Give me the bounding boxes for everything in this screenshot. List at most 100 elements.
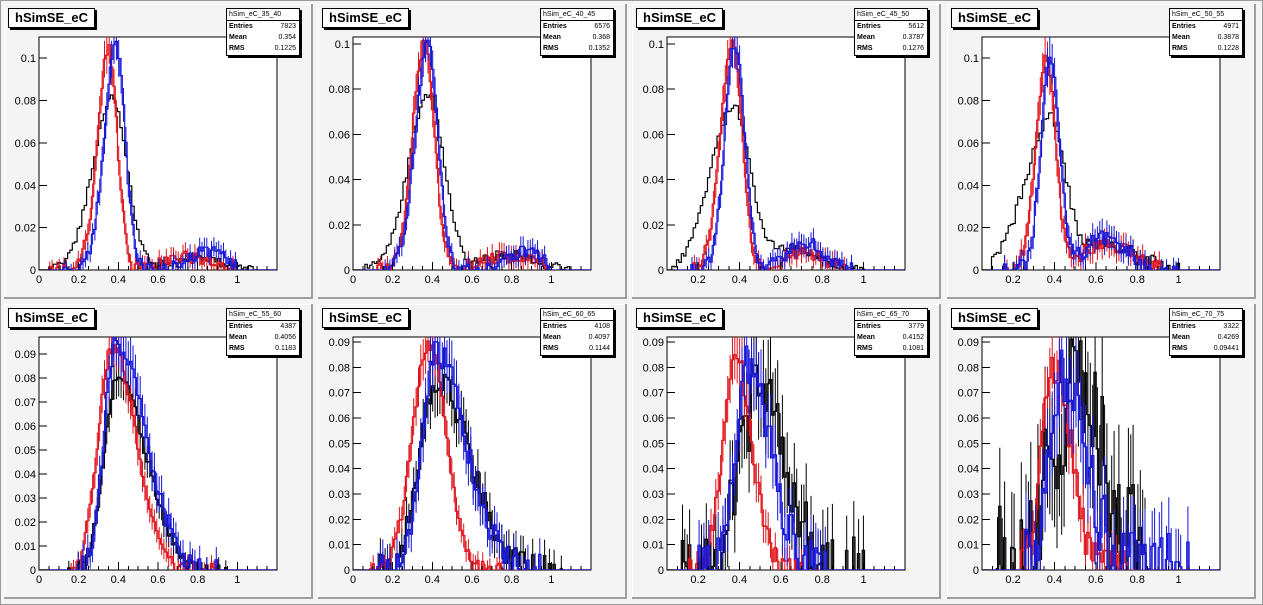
stats-row-mean: Mean 0.354 <box>227 32 299 43</box>
x-tick-label: 0.4 <box>111 574 126 586</box>
histogram-title: hSimSE_eC <box>951 308 1038 328</box>
x-tick-label: 0.8 <box>815 574 830 586</box>
stats-histogram-name: hSim_eC_60_65 <box>541 309 613 321</box>
histogram-pad: 0 0.2 0.4 0.6 0.8 1 0 0.01 0.02 0.03 0.04 0.05 0.06 0… <box>318 304 627 599</box>
x-tick-label: 0.8 <box>190 574 205 586</box>
stats-value-entries: 7823 <box>280 23 296 30</box>
stats-value-entries: 6576 <box>594 23 610 30</box>
x-tick-label: 0.2 <box>690 574 705 586</box>
y-tick-label: 0.06 <box>329 129 350 141</box>
x-tick-label: 0.6 <box>150 274 165 286</box>
y-tick-label: 0.05 <box>329 438 350 450</box>
stats-label-entries: Entries <box>229 323 253 330</box>
x-tick-label: 0.4 <box>111 274 126 286</box>
stats-label-entries: Entries <box>857 323 881 330</box>
y-tick-label: 0.09 <box>958 337 979 349</box>
histogram-pad: 0 0.2 0.4 0.6 0.8 1 0 0.02 0.04 0.06 0.08 0.1 hSimSE… <box>4 4 313 299</box>
x-tick-label: 1 <box>234 574 240 586</box>
y-tick-label: 0 <box>658 265 664 277</box>
x-tick-label: 0.8 <box>815 274 830 286</box>
x-tick-label: 0.6 <box>1088 574 1103 586</box>
stats-value-mean: 0.4152 <box>902 334 924 341</box>
histogram-title: hSimSE_eC <box>8 8 95 28</box>
y-tick-label: 0.1 <box>21 53 36 65</box>
stats-row-entries: Entries 5612 <box>855 21 927 32</box>
x-tick-label: 0.6 <box>773 574 788 586</box>
y-tick-label: 0.02 <box>958 514 979 526</box>
stats-value-rms: 0.1352 <box>588 45 610 52</box>
x-tick-label: 0.4 <box>732 574 747 586</box>
histogram-series-black <box>39 94 277 270</box>
y-tick-label: 0.07 <box>643 388 664 400</box>
y-tick-label: 0.06 <box>958 413 979 425</box>
x-tick-label: 0 <box>350 274 356 286</box>
histogram-pad: 0.2 0.4 0.6 0.8 1 0 0.02 0.04 0.06 0.08 0.1 hSimSE_… <box>947 4 1256 299</box>
y-tick-label: 0.06 <box>643 413 664 425</box>
y-tick-label: 0.06 <box>15 421 36 433</box>
stats-value-rms: 0.1144 <box>589 345 610 352</box>
stats-histogram-name: hSim_eC_65_70 <box>855 309 927 321</box>
error-bars-blue <box>691 37 852 270</box>
stats-label-rms: RMS <box>1172 345 1188 352</box>
x-tick-label: 0.2 <box>690 274 705 286</box>
x-tick-label: 0 <box>36 274 42 286</box>
stats-label-entries: Entries <box>857 23 881 30</box>
x-tick-label: 1 <box>234 274 240 286</box>
y-tick-label: 0.06 <box>15 138 36 150</box>
y-tick-label: 0.08 <box>329 84 350 96</box>
y-tick-label: 0.08 <box>15 373 36 385</box>
y-tick-label: 0 <box>30 565 36 577</box>
y-tick-label: 0.08 <box>329 362 350 374</box>
x-tick-label: 0.6 <box>150 574 165 586</box>
stats-label-rms: RMS <box>229 45 245 52</box>
stats-value-rms: 0.1276 <box>902 45 924 52</box>
histogram-plot: 0 0.2 0.4 0.6 0.8 1 0 0.01 0.02 0.03 0.04 0.05 0.06 0… <box>15 336 278 586</box>
y-tick-label: 0.08 <box>958 362 979 374</box>
stats-label-mean: Mean <box>1172 334 1190 341</box>
stats-row-rms: RMS 0.09441 <box>1170 343 1242 354</box>
y-tick-label: 0.09 <box>329 337 350 349</box>
histogram-series-blue <box>39 337 277 570</box>
stats-value-entries: 4387 <box>280 323 296 330</box>
stats-value-mean: 0.4269 <box>1217 334 1239 341</box>
stats-row-rms: RMS 0.1225 <box>227 43 299 54</box>
x-tick-label: 0.4 <box>1047 574 1062 586</box>
histogram-plot: 0.2 0.4 0.6 0.8 1 0 0.02 0.04 0.06 0.08 0.1 <box>958 36 1221 286</box>
stats-value-entries: 4108 <box>594 323 610 330</box>
stats-row-entries: Entries 4108 <box>541 321 613 332</box>
histogram-series-blue <box>353 341 591 570</box>
stats-label-mean: Mean <box>543 34 561 41</box>
histogram-series-blue <box>667 48 905 270</box>
stats-label-entries: Entries <box>229 23 253 30</box>
histogram-pad: 0.2 0.4 0.6 0.8 1 0 0.02 0.04 0.06 0.08 0.1 hSimSE_… <box>632 4 941 299</box>
histogram-plot: 0.2 0.4 0.6 0.8 1 0 0.02 0.04 0.06 0.08 0.1 <box>643 36 906 286</box>
x-tick-label: 0.4 <box>425 574 440 586</box>
x-tick-label: 0.2 <box>1005 574 1020 586</box>
stats-box: hSim_eC_40_45 Entries 6576 Mean 0.368 RMS 0.13… <box>540 8 614 56</box>
y-tick-label: 0.02 <box>329 220 350 232</box>
stats-row-mean: Mean 0.4056 <box>227 332 299 343</box>
y-tick-label: 0.02 <box>643 220 664 232</box>
x-tick-label: 0.2 <box>71 274 86 286</box>
histogram-pad: 0 0.2 0.4 0.6 0.8 1 0 0.02 0.04 0.06 0.08 0.1 hSimSE… <box>318 4 627 299</box>
histogram-pad: 0.2 0.4 0.6 0.8 1 0 0.01 0.02 0.03 0.04 0.05 0.06 0.… <box>947 304 1256 599</box>
stats-row-entries: Entries 3322 <box>1170 321 1242 332</box>
x-tick-label: 1 <box>548 274 554 286</box>
histogram-series-blue <box>982 56 1220 270</box>
stats-value-rms: 0.09441 <box>1213 345 1239 352</box>
histogram-series-black <box>982 112 1220 270</box>
stats-row-rms: RMS 0.1276 <box>855 43 927 54</box>
y-tick-label: 0.03 <box>15 493 36 505</box>
stats-row-mean: Mean 0.3787 <box>855 32 927 43</box>
stats-value-entries: 4971 <box>1223 23 1239 30</box>
x-tick-label: 0.4 <box>1047 274 1062 286</box>
plot-frame <box>981 36 1221 271</box>
y-tick-label: 0.08 <box>958 96 979 108</box>
stats-label-entries: Entries <box>1172 323 1196 330</box>
stats-value-mean: 0.4056 <box>274 334 296 341</box>
stats-row-entries: Entries 6576 <box>541 21 613 32</box>
histogram-series-blue <box>353 39 591 270</box>
y-tick-label: 0 <box>344 565 350 577</box>
y-tick-label: 0.07 <box>329 388 350 400</box>
